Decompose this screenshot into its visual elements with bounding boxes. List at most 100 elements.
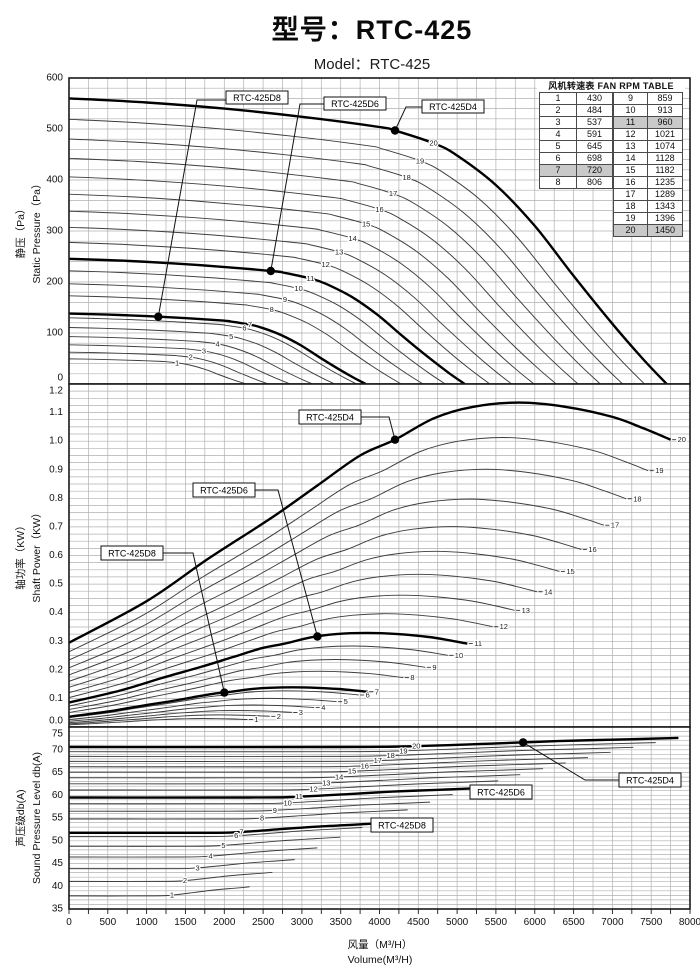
curve-speed-12 xyxy=(68,613,493,699)
y-tick-0.9: 0.9 xyxy=(49,464,63,475)
curve-label-19: 19 xyxy=(399,746,407,755)
y-tick-0: 0.0 xyxy=(49,716,63,727)
curve-speed-8 xyxy=(68,670,404,713)
curve-speed-11 xyxy=(68,631,468,704)
callout-dot xyxy=(266,266,275,276)
curve-label-14: 14 xyxy=(544,587,552,596)
curve-label-15: 15 xyxy=(566,567,574,576)
y-tick-50: 50 xyxy=(52,835,64,846)
curve-speed-8 xyxy=(68,809,408,820)
rpm-table-left: 1 430 2 484 3 537 4 591 5 645 6 698 7 720 8 806 xyxy=(539,92,613,189)
curve-label-9: 9 xyxy=(432,663,436,672)
curve-label-16: 16 xyxy=(375,205,383,214)
curve-label-8: 8 xyxy=(260,814,264,823)
x-tick-500: 500 xyxy=(99,917,116,928)
curve-label-8: 8 xyxy=(270,305,274,314)
curve-label-17: 17 xyxy=(611,521,619,530)
fan-number-cell: 17 xyxy=(613,188,648,201)
curve-label-12: 12 xyxy=(500,622,508,631)
rpm-value-cell: 537 xyxy=(576,116,613,129)
curve-label-14: 14 xyxy=(348,234,356,243)
curve-speed-3 xyxy=(68,859,295,870)
y-tick-200: 200 xyxy=(46,277,63,288)
callout-box xyxy=(421,99,485,114)
y-tick-0.7000000000000001: 0.7 xyxy=(49,521,63,532)
curve-label-1: 1 xyxy=(175,358,179,367)
curve-speed-19 xyxy=(68,437,649,653)
rpm-table-row: 16 1235 xyxy=(613,176,683,189)
curve-label-11: 11 xyxy=(295,792,303,801)
curve-speed-4 xyxy=(68,336,313,385)
callout-leader xyxy=(255,489,318,637)
rpm-table-right: 9 859 10 913 11 960 12 1021 13 1074 14 1128 15 1182 16… xyxy=(613,92,683,237)
curve-label-11: 11 xyxy=(474,639,482,648)
curve-speed-13 xyxy=(68,594,515,694)
curve-speed-18 xyxy=(68,138,623,385)
curve-label-6: 6 xyxy=(366,691,370,700)
rpm-table-row: 8 806 xyxy=(539,176,613,189)
curve-label-13: 13 xyxy=(522,606,530,615)
curve-speed-11 xyxy=(68,787,473,799)
rpm-value-cell: 1182 xyxy=(647,164,683,177)
y-tick-0.1: 0.1 xyxy=(49,693,63,704)
curve-label-12: 12 xyxy=(322,260,330,269)
x-axis-title-zh: 风量（M³/H） xyxy=(348,939,413,951)
fan-number-cell: 19 xyxy=(613,212,648,225)
curve-label-5: 5 xyxy=(221,841,225,850)
rpm-value-cell: 960 xyxy=(647,116,683,129)
rpm-table-header: 风机转速表 FAN RPM TABLE xyxy=(537,80,685,93)
curve-label-2: 2 xyxy=(277,712,281,721)
y-tick-0.5: 0.5 xyxy=(49,579,63,590)
y-axis-title-sound-zh: 声压级db(A) xyxy=(14,789,27,846)
curve-label-3: 3 xyxy=(202,347,206,356)
fan-number-cell: 13 xyxy=(613,140,648,153)
curve-label-3: 3 xyxy=(299,708,303,717)
curve-label-17: 17 xyxy=(374,756,382,765)
curve-label-18: 18 xyxy=(633,494,641,503)
curve-label-5: 5 xyxy=(229,332,233,341)
y-tick-45: 45 xyxy=(52,858,64,869)
y-tick-400: 400 xyxy=(46,175,63,186)
rpm-value-cell: 645 xyxy=(576,140,613,153)
callout-box xyxy=(618,772,682,788)
curve-label-19: 19 xyxy=(416,156,424,165)
callouts: RTC-425D4 RTC-425D6 RTC-425D8 xyxy=(370,738,682,833)
rpm-table-row: 1 430 xyxy=(539,92,613,105)
curve-speed-18 xyxy=(68,468,627,661)
curve-speed-15 xyxy=(68,550,560,682)
curve-speed-15 xyxy=(68,762,566,773)
curve-label-13: 13 xyxy=(335,247,343,256)
curve-speed-14 xyxy=(68,768,544,779)
curve-label-4: 4 xyxy=(321,703,325,712)
curve-label-18: 18 xyxy=(403,173,411,182)
x-tick-1000: 1000 xyxy=(135,917,158,928)
curve-speed-8 xyxy=(68,295,402,385)
curve-speed-20 xyxy=(68,97,668,385)
curve-label-4: 4 xyxy=(209,852,213,861)
callout-dot xyxy=(313,632,322,641)
curve-label-6: 6 xyxy=(242,324,246,333)
curve-speed-5 xyxy=(68,836,341,847)
curve-label-4: 4 xyxy=(216,340,220,349)
curve-speed-10 xyxy=(68,645,448,707)
curve-family xyxy=(68,736,679,897)
y-tick-labels: 35 40 45 50 55 60 65 70 75 xyxy=(52,729,64,915)
callout-label-RTC-425D4: RTC-425D4 xyxy=(429,102,477,112)
rpm-value-cell: 720 xyxy=(576,164,613,177)
callout-label-RTC-425D8: RTC-425D8 xyxy=(378,821,426,831)
fan-number-cell: 2 xyxy=(539,104,577,117)
callout-leader xyxy=(270,103,324,272)
x-tick-8000: 8000 xyxy=(679,917,700,928)
curve-label-3: 3 xyxy=(196,863,200,872)
callout-dot xyxy=(390,435,400,444)
curve-label-15: 15 xyxy=(348,767,356,776)
curve-label-9: 9 xyxy=(283,295,287,304)
grid xyxy=(69,727,690,909)
curve-speed-20 xyxy=(68,401,672,644)
rpm-value-cell: 1074 xyxy=(647,140,683,153)
rpm-table-row: 9 859 xyxy=(613,92,683,105)
rpm-value-cell: 1343 xyxy=(647,200,683,213)
curve-family xyxy=(68,97,668,386)
curve-label-14: 14 xyxy=(335,772,343,781)
callout-box xyxy=(225,90,289,105)
